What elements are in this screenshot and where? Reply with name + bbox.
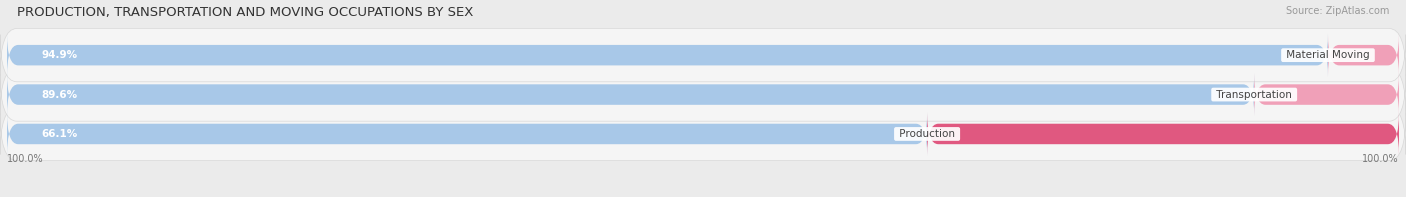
FancyBboxPatch shape — [927, 113, 1399, 155]
Text: Production: Production — [896, 129, 959, 139]
Text: Material Moving: Material Moving — [1284, 50, 1372, 60]
Text: PRODUCTION, TRANSPORTATION AND MOVING OCCUPATIONS BY SEX: PRODUCTION, TRANSPORTATION AND MOVING OC… — [17, 6, 474, 19]
FancyBboxPatch shape — [7, 113, 927, 155]
FancyBboxPatch shape — [1329, 34, 1399, 76]
Text: Transportation: Transportation — [1213, 90, 1295, 99]
FancyBboxPatch shape — [0, 29, 1406, 82]
Text: 89.6%: 89.6% — [42, 90, 77, 99]
Text: Source: ZipAtlas.com: Source: ZipAtlas.com — [1285, 6, 1389, 16]
Text: 100.0%: 100.0% — [1362, 154, 1399, 164]
FancyBboxPatch shape — [1254, 73, 1399, 116]
Text: 100.0%: 100.0% — [7, 154, 44, 164]
Text: 94.9%: 94.9% — [42, 50, 77, 60]
FancyBboxPatch shape — [7, 73, 1254, 116]
Text: 66.1%: 66.1% — [42, 129, 79, 139]
FancyBboxPatch shape — [7, 34, 1329, 76]
FancyBboxPatch shape — [0, 68, 1406, 121]
FancyBboxPatch shape — [0, 107, 1406, 161]
